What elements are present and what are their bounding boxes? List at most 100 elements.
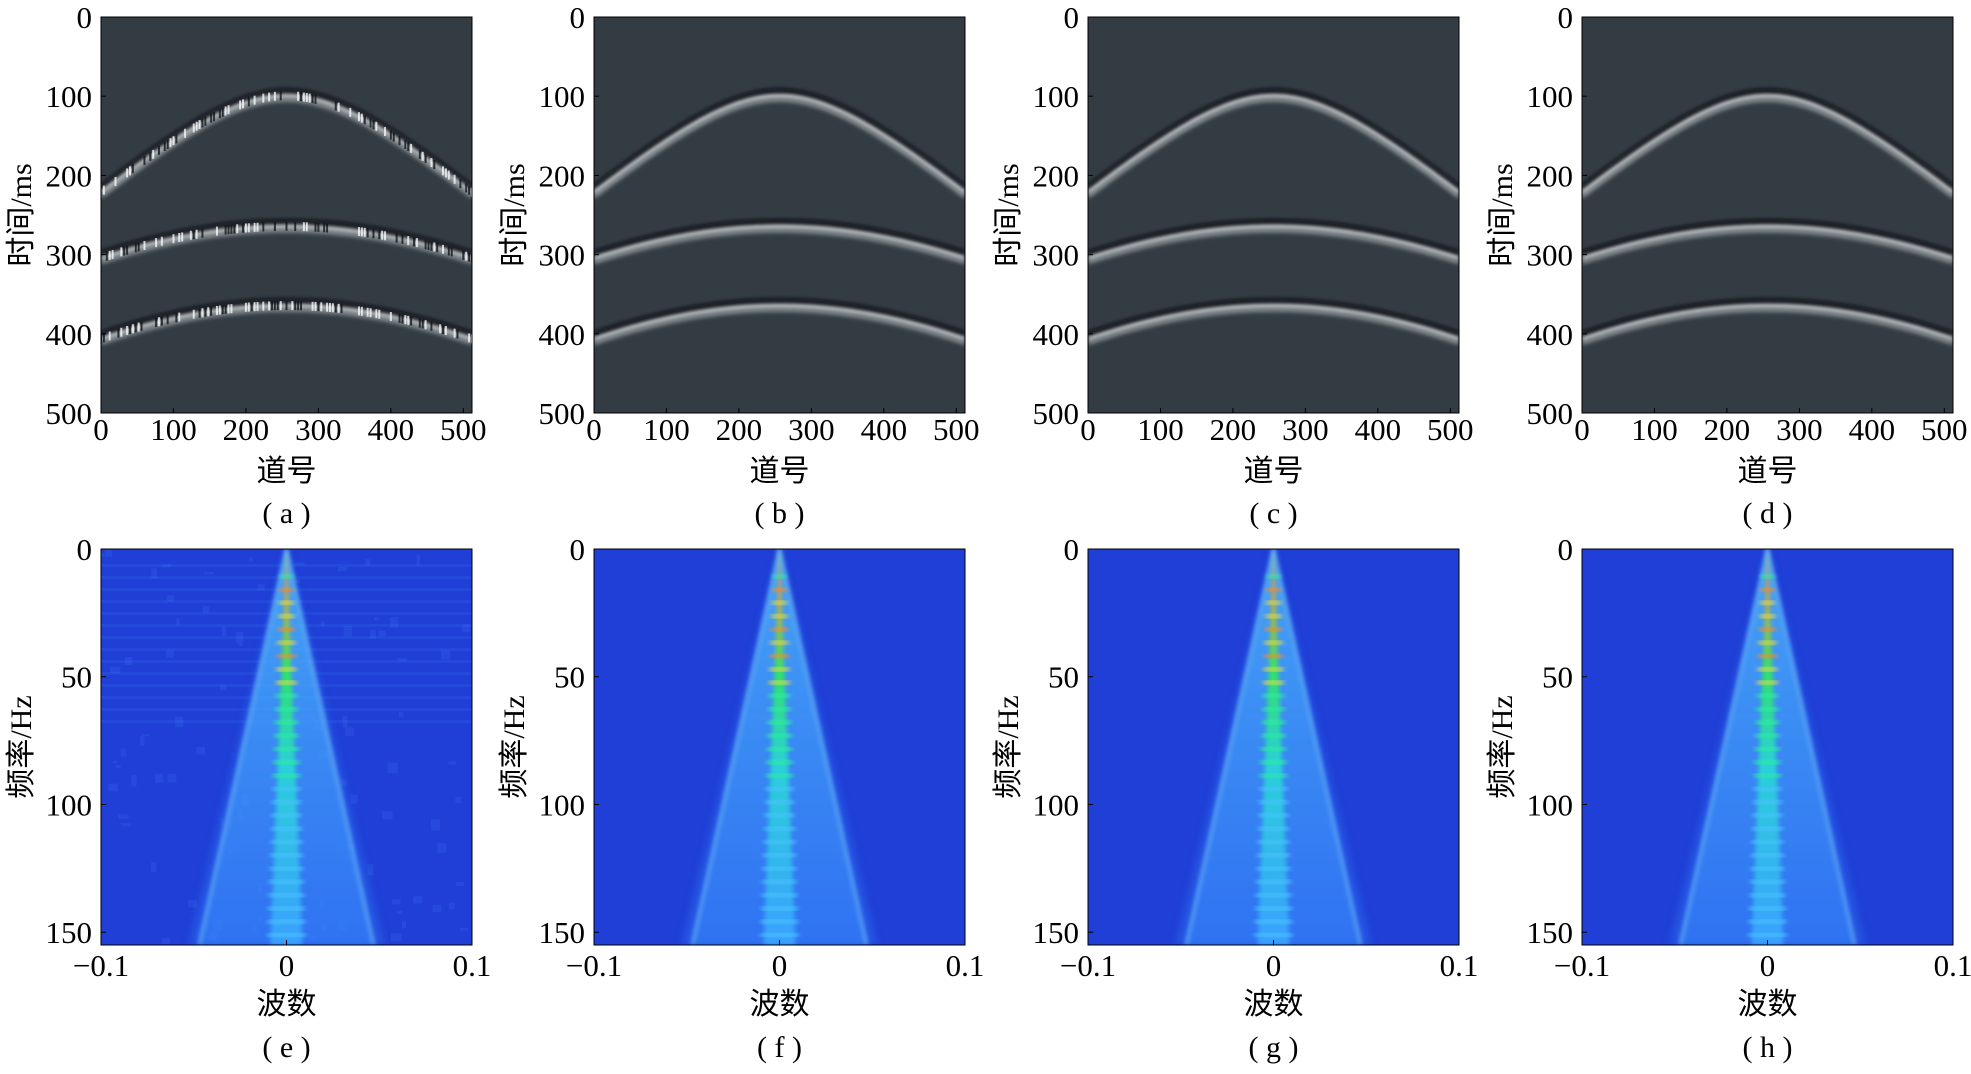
- spectrum-stripe: [269, 853, 304, 858]
- cone-edge: [1272, 549, 1363, 945]
- noise-speck: [465, 183, 468, 193]
- noise-speck: [175, 313, 178, 323]
- noise-patch: [448, 761, 456, 765]
- noise-speck: [459, 179, 462, 189]
- noise-patch: [382, 811, 393, 820]
- spectrum-stripe: [273, 733, 300, 738]
- noise-patch: [166, 595, 174, 602]
- spectrum-stripe: [770, 640, 789, 645]
- noise-speck: [128, 325, 131, 335]
- noise-patch: [166, 649, 174, 658]
- spectrum-stripe: [767, 707, 792, 711]
- noise-speck: [468, 185, 471, 195]
- noise-speck: [314, 301, 317, 311]
- spectrum-stripe: [1754, 733, 1781, 738]
- noise-speck: [244, 302, 247, 312]
- y-tick-label: 100: [46, 79, 93, 114]
- spectrum-stripe: [1752, 813, 1783, 818]
- noise-patch: [441, 649, 451, 660]
- x-tick-label: 200: [223, 412, 270, 447]
- noise-speck: [262, 93, 265, 103]
- noise-speck: [323, 223, 326, 233]
- noise-patch: [342, 715, 348, 728]
- noise-speck: [398, 136, 401, 146]
- noise-speck: [172, 234, 175, 244]
- spectrum-stripe: [765, 787, 794, 791]
- noise-speck: [262, 222, 265, 232]
- noise-patch: [167, 773, 177, 783]
- spectrum-stripe: [1752, 800, 1783, 804]
- noise-patch: [121, 748, 127, 757]
- noise-speck: [442, 244, 445, 254]
- x-tick-label: 0.1: [453, 948, 492, 983]
- spectrum-stripe: [764, 800, 795, 804]
- x-tick-label: 400: [1355, 412, 1402, 447]
- spectrum-stripe: [1261, 707, 1286, 711]
- noise-speck: [155, 317, 158, 327]
- reflection-event-tail: [1582, 308, 1953, 345]
- noise-speck: [366, 307, 369, 317]
- noise-patch: [401, 920, 406, 929]
- noise-patch: [236, 632, 244, 644]
- y-tick-label: 100: [539, 787, 586, 822]
- spectrum-stripe: [1255, 880, 1292, 884]
- x-tick-label: 400: [1849, 412, 1896, 447]
- spectrum-stripe: [1261, 720, 1286, 725]
- noise-speck: [253, 95, 256, 105]
- noise-patch: [389, 616, 399, 628]
- noise-speck: [311, 301, 314, 311]
- noise-patch: [294, 562, 305, 566]
- noise-speck: [299, 301, 302, 311]
- reflection-event-tail: [594, 308, 965, 345]
- panel-caption: ( g ): [1249, 1031, 1299, 1064]
- panel-caption: ( f ): [757, 1031, 802, 1064]
- spectrum-stripe: [277, 627, 296, 632]
- noise-speck: [207, 307, 210, 317]
- noise-speck: [172, 136, 175, 146]
- x-tick-label: −0.1: [1060, 948, 1116, 983]
- noise-speck: [126, 168, 129, 178]
- spectrum-stripe: [1754, 760, 1781, 765]
- y-tick-label: 100: [46, 787, 93, 822]
- noise-patch: [337, 566, 347, 571]
- y-axis-label: 时间/ms: [992, 163, 1025, 266]
- noise-speck: [410, 316, 413, 326]
- noise-speck: [178, 232, 181, 242]
- noise-speck: [242, 223, 245, 233]
- spectrum-stripe: [267, 906, 306, 911]
- noise-speck: [273, 222, 276, 232]
- noise-speck: [227, 105, 230, 115]
- spectrum-stripe: [763, 840, 796, 844]
- spectrum-stripe: [760, 906, 799, 911]
- y-tick-label: 150: [539, 915, 586, 950]
- noise-speck: [244, 223, 247, 233]
- noise-speck: [201, 118, 204, 128]
- noise-patch: [369, 629, 376, 639]
- plot-body: [101, 88, 472, 345]
- spectrum-stripe: [270, 840, 303, 844]
- noise-speck: [140, 321, 143, 331]
- noise-patch: [448, 902, 455, 910]
- noise-speck: [378, 309, 381, 319]
- noise-patch: [437, 843, 447, 853]
- spectrum-stripe: [767, 720, 792, 725]
- x-tick-label: 200: [1210, 412, 1257, 447]
- plot-body: [101, 549, 472, 945]
- noise-speck: [195, 121, 198, 131]
- noise-speck: [378, 230, 381, 240]
- noise-speck: [418, 318, 421, 328]
- noise-speck: [111, 249, 114, 259]
- x-tick-label: −0.1: [1554, 948, 1610, 983]
- noise-speck: [273, 301, 276, 311]
- noise-speck: [404, 140, 407, 150]
- noise-speck: [389, 312, 392, 322]
- noise-speck: [302, 222, 305, 232]
- noise-speck: [369, 118, 372, 128]
- spectrum-stripe: [1754, 747, 1781, 751]
- noise-speck: [326, 302, 329, 312]
- noise-speck: [442, 166, 445, 176]
- y-tick-label: 300: [1527, 238, 1574, 273]
- noise-speck: [123, 246, 126, 256]
- noise-patch: [365, 559, 371, 567]
- x-tick-label: 300: [1776, 412, 1823, 447]
